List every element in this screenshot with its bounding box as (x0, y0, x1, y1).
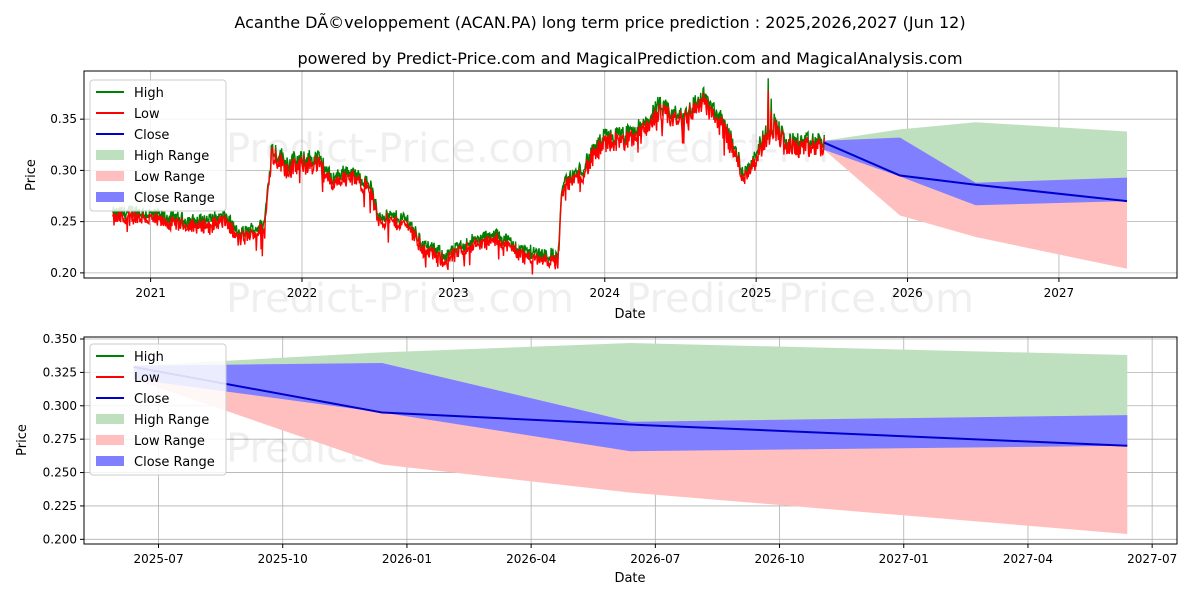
x-tick-label: 2026-07 (630, 552, 680, 566)
chart-subtitle: powered by Predict-Price.com and Magical… (297, 49, 962, 68)
forecast-y-axis-label: Price (15, 424, 30, 456)
x-tick-label: 2027 (1044, 286, 1075, 300)
history-plot (112, 78, 1128, 275)
close-range-area (133, 363, 1128, 452)
legend-label: Close Range (134, 191, 215, 206)
y-tick-label: 0.35 (50, 112, 77, 126)
legend-label: High Range (134, 413, 209, 428)
y-tick-label: 0.300 (43, 399, 77, 413)
y-tick-label: 0.200 (43, 532, 77, 546)
legend-label: High (134, 86, 164, 101)
history-axis-ticks: 2021 2022 2023 2024 2025 2026 2027 0.20 0.25 0.30… (50, 112, 1074, 300)
chart-title: Acanthe DÃ©veloppement (ACAN.PA) long te… (234, 13, 965, 32)
forecast-axis-ticks: 2025-07 2025-10 2026-01 2026-04 2026-07 2026-… (43, 332, 1178, 566)
legend-label: Close Range (134, 455, 215, 470)
legend-label: Close (134, 392, 169, 407)
x-tick-label: 2025-10 (258, 552, 308, 566)
close-forecast-line (133, 366, 1128, 447)
x-tick-label: 2023 (438, 286, 469, 300)
history-chart: Predict-Price.com Predict-Price.com Pred… (24, 70, 1178, 322)
history-plot-frame (83, 70, 1178, 279)
legend-label: High Range (134, 149, 209, 164)
close-forecast-line (823, 141, 1128, 203)
x-tick-label: 2025-07 (133, 552, 183, 566)
x-tick-label: 2026-04 (506, 552, 556, 566)
watermark: Predict-Price.com (226, 276, 574, 322)
x-tick-label: 2027-04 (1003, 552, 1053, 566)
x-tick-label: 2026 (892, 286, 923, 300)
y-tick-label: 0.350 (43, 332, 77, 346)
x-tick-label: 2024 (589, 286, 620, 300)
y-tick-label: 0.30 (50, 163, 77, 177)
x-tick-label: 2026-01 (382, 552, 432, 566)
y-tick-label: 0.25 (50, 215, 77, 229)
legend-label: High (134, 350, 164, 365)
legend-high-range-swatch (96, 414, 124, 424)
history-x-axis-label: Date (614, 307, 645, 322)
legend-low-range-swatch (96, 435, 124, 445)
forecast-plot (133, 343, 1128, 534)
x-tick-label: 2027-07 (1127, 552, 1177, 566)
x-tick-label: 2021 (135, 286, 166, 300)
forecast-legend: High Low Close High Range Low Range Close Ran… (89, 343, 227, 476)
y-tick-label: 0.275 (43, 432, 77, 446)
legend-high-range-swatch (96, 150, 124, 160)
y-tick-label: 0.225 (43, 499, 77, 513)
legend-label: Close (134, 128, 169, 143)
x-tick-label: 2027-01 (879, 552, 929, 566)
low-line (112, 90, 825, 275)
legend-label: Low (134, 371, 160, 386)
y-tick-label: 0.325 (43, 365, 77, 379)
legend-label: Low (134, 107, 160, 122)
forecast-chart: Predict-Price.com Predict-Price.com 2025… (15, 332, 1178, 586)
forecast-plot-frame (83, 336, 1178, 545)
forecast-x-axis-label: Date (614, 571, 645, 586)
x-tick-label: 2022 (287, 286, 318, 300)
x-tick-label: 2025 (741, 286, 772, 300)
legend-label: Low Range (134, 434, 205, 449)
y-tick-label: 0.20 (50, 266, 77, 280)
y-tick-label: 0.250 (43, 466, 77, 480)
legend-low-range-swatch (96, 171, 124, 181)
watermark: Predict-Price.com (626, 276, 974, 322)
x-tick-label: 2026-10 (754, 552, 804, 566)
legend-close-range-swatch (96, 456, 124, 466)
high-line (112, 78, 825, 263)
legend-close-range-swatch (96, 192, 124, 202)
history-y-axis-label: Price (24, 159, 39, 191)
legend-label: Low Range (134, 170, 205, 185)
close-range-area (824, 137, 1127, 206)
history-legend: High Low Close High Range Low Range Close Ran… (89, 79, 227, 212)
